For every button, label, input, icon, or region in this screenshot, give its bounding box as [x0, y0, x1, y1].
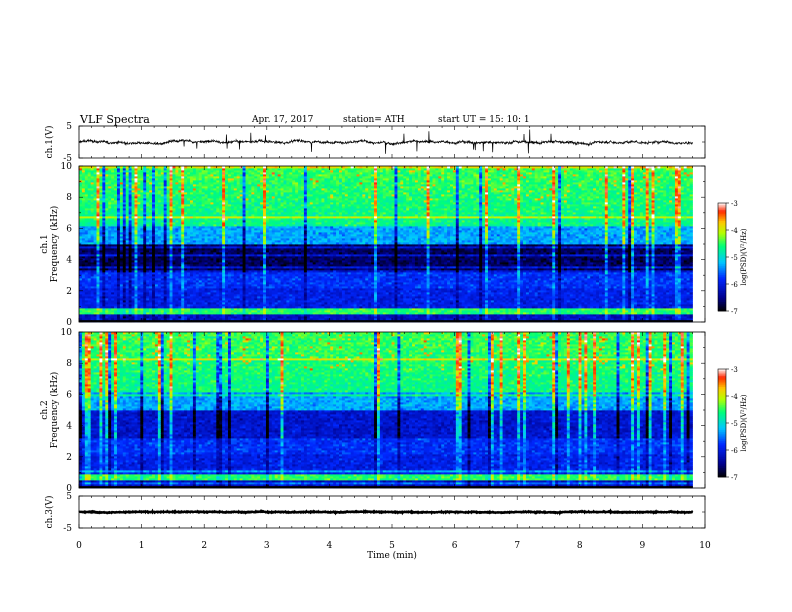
colorbar-tick-label: -3	[731, 366, 738, 374]
xtick-label: 2	[201, 541, 207, 551]
ytick-label: 6	[66, 390, 72, 400]
colorbar-tick-label: -7	[731, 474, 738, 482]
xtick-label: 10	[699, 541, 711, 551]
colorbar-tick-label: -4	[731, 393, 738, 401]
ch2-colorbar: -3 -4 -5 -6 -7 log(PSD)(V²/Hz)	[718, 366, 748, 482]
ytick-label: 8	[66, 359, 72, 369]
ch2-spectrogram-cells	[79, 332, 693, 488]
ch2-spectrogram-ylabel: ch.2	[40, 400, 50, 419]
ch3-waveform-panel: 5 -5 ch.3(V)	[44, 492, 705, 534]
colorbar-tick-label: -7	[731, 308, 738, 316]
ch3-waveform-trace	[79, 511, 693, 513]
ch1-waveform-ylabel: ch.1(V)	[44, 126, 55, 159]
ch1-spectrogram-cells	[79, 166, 693, 322]
ytick-label: 4	[66, 422, 72, 432]
ytick-label: 5	[66, 492, 72, 502]
ytick-label: 6	[66, 224, 72, 234]
ytick-label: 2	[66, 287, 72, 297]
colorbar-tick-label: -4	[731, 227, 738, 235]
xaxis-label: Time (min)	[367, 550, 417, 561]
colorbar-label: log(PSD)(V²/Hz)	[740, 394, 748, 451]
ytick-label: 2	[66, 453, 72, 463]
ytick-label: -5	[63, 524, 72, 534]
ytick-label: 4	[66, 256, 72, 266]
ch1-waveform-trace	[79, 130, 693, 154]
colorbar-tick-label: -3	[731, 200, 738, 208]
ch2-spectrogram-ylabel: Frequency (kHz)	[49, 372, 60, 449]
ytick-label: 5	[66, 122, 72, 132]
xtick-label: 5	[389, 541, 395, 551]
xtick-label: 6	[452, 541, 458, 551]
xtick-label: 7	[514, 541, 520, 551]
xtick-label: 3	[264, 541, 270, 551]
colorbar-label: log(PSD)(V²/Hz)	[740, 228, 748, 285]
ch1-spectrogram-ylabel: ch.1	[40, 234, 50, 253]
xtick-label: 0	[76, 541, 82, 551]
colorbar-tick-label: -6	[731, 447, 738, 455]
xtick-label: 1	[139, 541, 145, 551]
ch1-waveform-panel: 5-5ch.1(V)	[44, 122, 705, 164]
ytick-label: 8	[66, 193, 72, 203]
colorbar-tick-label: -5	[731, 420, 738, 428]
ch1-spectrogram-panel: 0 2 4 6 8 10 ch.1 Frequency (kHz)	[40, 162, 705, 328]
xtick-label: 8	[577, 541, 583, 551]
xtick-label: 4	[327, 541, 333, 551]
ytick-label: 10	[61, 328, 73, 338]
ytick-label: 0	[66, 318, 72, 328]
ch3-waveform-ylabel: ch.3(V)	[44, 496, 55, 529]
ytick-label: 10	[61, 162, 73, 172]
colorbar-tick-label: -6	[731, 281, 738, 289]
colorbar-tick-label: -5	[731, 254, 738, 262]
time-axis: 0 1 2 3 4 5 6 7 8 9 10 Time (min)	[76, 541, 711, 561]
ch1-colorbar: -3 -4 -5 -6 -7 log(PSD)(V²/Hz)	[718, 200, 748, 316]
xtick-label: 9	[640, 541, 646, 551]
ch1-spectrogram-ylabel: Frequency (kHz)	[49, 206, 60, 283]
